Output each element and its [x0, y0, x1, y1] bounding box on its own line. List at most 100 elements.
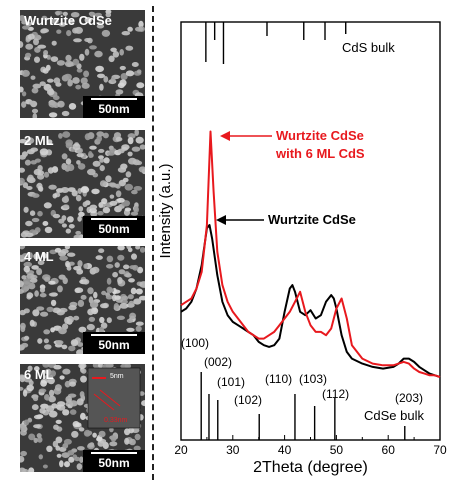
nanocrystal-particle: [105, 294, 113, 300]
nanocrystal-particle: [51, 40, 57, 46]
nanocrystal-particle: [97, 211, 104, 216]
nanocrystal-particle: [127, 151, 133, 157]
inset-scale-label: 5nm: [110, 373, 124, 380]
nanocrystal-particle: [99, 83, 104, 91]
nanocrystal-particle: [101, 198, 108, 205]
nanocrystal-particle: [135, 246, 141, 250]
nanocrystal-particle: [135, 288, 143, 295]
nanocrystal-particle: [74, 287, 84, 293]
nanocrystal-particle: [116, 197, 125, 203]
nanocrystal-particle: [56, 453, 62, 458]
nanocrystal-particle: [21, 101, 27, 108]
nanocrystal-particle: [75, 194, 82, 202]
nanocrystal-particle: [22, 281, 30, 287]
nanocrystal-particle: [78, 211, 85, 217]
nanocrystal-particle: [51, 18, 59, 24]
nanocrystal-particle: [44, 368, 52, 375]
nanocrystal-particle: [33, 396, 39, 402]
nanocrystal-particle: [131, 189, 138, 195]
nanocrystal-particle: [102, 206, 111, 214]
nanocrystal-particle: [98, 326, 104, 334]
nanocrystal-particle: [20, 450, 27, 457]
nanocrystal-particle: [138, 295, 145, 301]
nanocrystal-particle: [97, 73, 105, 79]
nanocrystal-particle: [40, 28, 46, 34]
nanocrystal-particle: [24, 140, 32, 146]
x-tick-label: 50: [330, 443, 344, 457]
nanocrystal-particle: [77, 299, 85, 307]
nanocrystal-particle: [42, 221, 49, 226]
nanocrystal-particle: [36, 268, 43, 276]
nanocrystal-particle: [87, 442, 95, 448]
nanocrystal-particle: [77, 446, 85, 451]
nanocrystal-particle: [20, 386, 24, 391]
nanocrystal-particle: [98, 248, 105, 253]
nanocrystal-particle: [23, 265, 30, 273]
nanocrystal-particle: [121, 31, 131, 36]
nanocrystal-particle: [48, 100, 57, 108]
nanocrystal-particle: [33, 168, 42, 176]
nanocrystal-particle: [139, 247, 145, 253]
nanocrystal-particle: [34, 56, 40, 63]
tem-label: Wurtzite CdSe: [24, 13, 112, 28]
peak-label: (102): [234, 393, 262, 407]
nanocrystal-particle: [121, 295, 129, 301]
nanocrystal-particle: [120, 364, 129, 369]
nanocrystal-particle: [127, 294, 134, 300]
nanocrystal-particle: [75, 84, 82, 90]
peak-label: (103): [299, 372, 327, 386]
nanocrystal-particle: [105, 175, 112, 183]
nanocrystal-particle: [118, 269, 126, 275]
nanocrystal-particle: [69, 409, 77, 415]
nanocrystal-particle: [62, 131, 71, 138]
nanocrystal-particle: [20, 309, 26, 316]
nanocrystal-particle: [63, 73, 72, 81]
nanocrystal-particle: [26, 284, 36, 289]
nanocrystal-particle: [114, 262, 120, 268]
nanocrystal-particle: [82, 201, 88, 208]
nanocrystal-particle: [128, 278, 135, 283]
nanocrystal-particle: [124, 207, 132, 212]
nanocrystal-particle: [62, 409, 70, 416]
tem-image-wurtzite-cdse: Wurtzite CdSe 50nm: [20, 10, 145, 118]
nanocrystal-particle: [107, 182, 116, 187]
nanocrystal-particle: [68, 103, 77, 110]
scale-bar: 50nm: [83, 96, 145, 118]
nanocrystal-particle: [84, 17, 92, 24]
nanocrystal-particle: [48, 184, 57, 190]
nanocrystal-particle: [61, 153, 68, 160]
nanocrystal-particle: [47, 167, 54, 174]
nanocrystal-particle: [53, 77, 61, 84]
series-line-cdse-cds: [180, 130, 441, 378]
nanocrystal-particle: [129, 312, 137, 320]
nanocrystal-particle: [50, 327, 55, 333]
scale-label: 50nm: [98, 102, 130, 116]
nanocrystal-particle: [84, 48, 90, 56]
nanocrystal-particle: [65, 395, 72, 403]
nanocrystal-particle: [44, 276, 51, 282]
nanocrystal-particle: [79, 456, 84, 463]
nanocrystal-particle: [48, 112, 58, 118]
nanocrystal-particle: [69, 381, 76, 387]
nanocrystal-particle: [42, 464, 48, 469]
nanocrystal-particle: [31, 108, 39, 114]
nanocrystal-particle: [48, 280, 56, 285]
nanocrystal-particle: [120, 73, 128, 80]
nanocrystal-particle: [76, 463, 83, 470]
nanocrystal-particle: [37, 210, 43, 217]
nanocrystal-particle: [98, 430, 106, 438]
nanocrystal-particle: [119, 79, 127, 87]
nanocrystal-particle: [20, 424, 26, 432]
nanocrystal-particle: [38, 454, 43, 460]
nanocrystal-particle: [44, 374, 54, 380]
nanocrystal-particle: [23, 335, 30, 341]
nanocrystal-particle: [119, 303, 129, 309]
nanocrystal-particle: [59, 375, 65, 380]
nanocrystal-particle: [50, 299, 57, 307]
nanocrystal-particle: [37, 185, 43, 192]
nanocrystal-particle: [141, 400, 145, 407]
nanocrystal-particle: [123, 264, 130, 270]
nanocrystal-particle: [80, 375, 87, 383]
x-tick-label: 30: [226, 443, 240, 457]
nanocrystal-particle: [20, 467, 26, 472]
